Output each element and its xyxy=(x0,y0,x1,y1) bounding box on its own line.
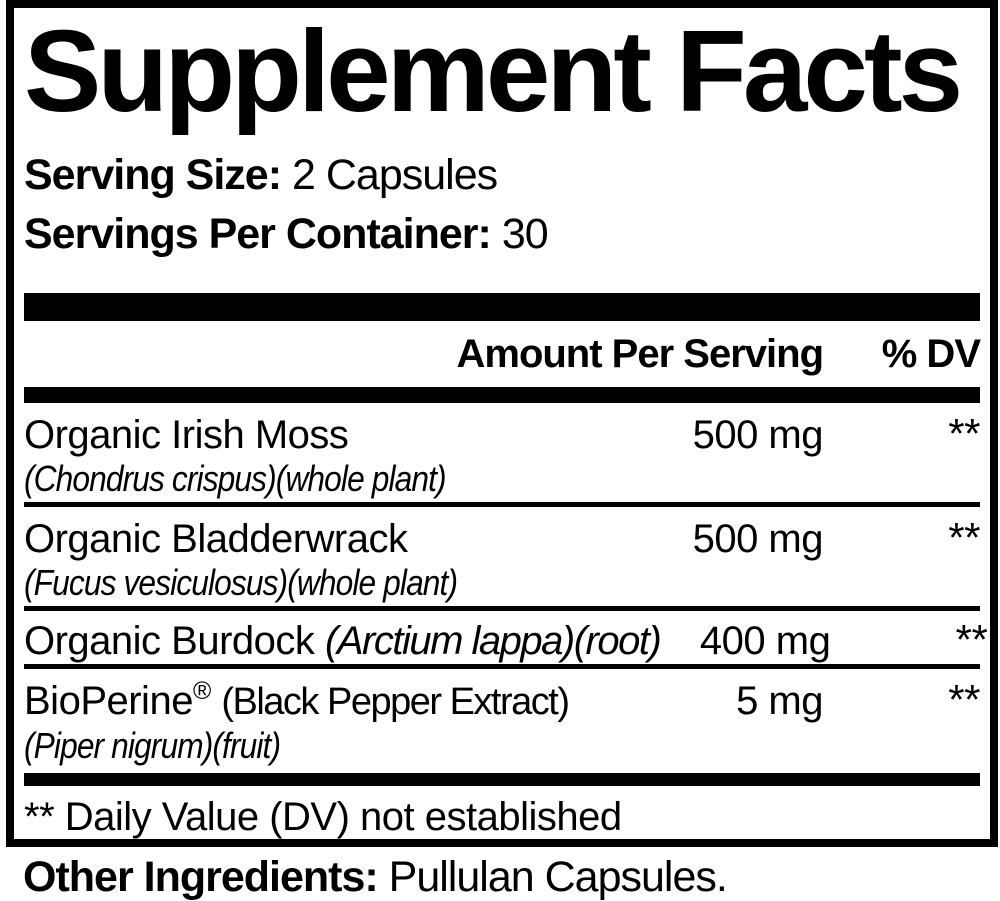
panel-title: Supplement Facts xyxy=(24,6,963,136)
ingredient-amount: 500 mg xyxy=(692,516,824,561)
ingredient-name: Organic Burdock (Arctium lappa)(root) xyxy=(24,618,662,663)
ingredient-scientific-name: (Fucus vesiculosus)(whole plant) xyxy=(24,561,458,603)
column-header-row: Amount Per Serving % DV xyxy=(24,331,981,376)
ingredient-row-irish-moss: Organic Irish Moss 500 mg ** (Chondrus c… xyxy=(24,403,981,507)
ingredient-row-burdock: Organic Burdock (Arctium lappa)(root) 40… xyxy=(24,611,988,670)
servings-per-container-value: 30 xyxy=(501,210,549,259)
ingredient-row-main: Organic Burdock (Arctium lappa)(root) 40… xyxy=(24,617,988,663)
ingredient-dv: ** xyxy=(955,615,988,663)
serving-size-label: Serving Size: xyxy=(24,151,282,200)
ingredient-dv: ** xyxy=(948,513,980,561)
ingredient-dv: ** xyxy=(948,409,980,457)
registered-trademark-symbol: ® xyxy=(192,677,211,705)
ingredient-amount: 400 mg xyxy=(699,618,831,663)
ingredient-row-main: BioPerine® (Black Pepper Extract) 5 mg *… xyxy=(24,676,981,724)
ingredient-name: Organic Bladderwrack xyxy=(24,516,408,561)
daily-value-footnote: ** Daily Value (DV) not established xyxy=(24,794,622,839)
serving-size-line: Serving Size: 2 Capsules xyxy=(24,152,980,199)
divider-bar-medium xyxy=(24,386,980,403)
amount-per-serving-header: Amount Per Serving xyxy=(456,331,824,376)
ingredient-scientific-name: (Piper nigrum)(fruit) xyxy=(24,724,281,766)
percent-dv-header: % DV xyxy=(881,331,981,376)
serving-size-value: 2 Capsules xyxy=(291,151,498,200)
ingredient-row-main: Organic Irish Moss 500 mg ** xyxy=(24,409,981,457)
ingredient-row-main: Organic Bladderwrack 500 mg ** xyxy=(24,513,981,561)
other-ingredients-label: Other Ingredients: xyxy=(23,853,379,901)
ingredient-name: Organic Irish Moss xyxy=(24,412,349,457)
ingredient-name: BioPerine® (Black Pepper Extract) xyxy=(24,677,570,724)
other-ingredients-value: Pullulan Capsules. xyxy=(388,853,728,901)
ingredient-detail: (Black Pepper Extract) xyxy=(221,681,570,724)
ingredient-row-bladderwrack: Organic Bladderwrack 500 mg ** (Fucus ve… xyxy=(24,507,981,611)
ingredient-amount: 500 mg xyxy=(692,412,824,457)
ingredient-dv: ** xyxy=(948,676,980,724)
ingredient-scientific-inline: (Arctium lappa)(root) xyxy=(325,618,662,663)
servings-per-container-line: Servings Per Container: 30 xyxy=(24,211,980,258)
ingredient-scientific-name: (Chondrus crispus)(whole plant) xyxy=(24,457,447,499)
other-ingredients-line: Other Ingredients: Pullulan Capsules. xyxy=(23,853,728,901)
servings-per-container-label: Servings Per Container: xyxy=(24,210,492,259)
ingredient-amount: 5 mg xyxy=(736,679,823,724)
ingredient-row-bioperine: BioPerine® (Black Pepper Extract) 5 mg *… xyxy=(24,669,981,769)
divider-bar-footnote xyxy=(24,772,980,786)
supplement-facts-panel: Supplement Facts Serving Size: 2 Capsule… xyxy=(6,0,998,847)
divider-bar-heavy xyxy=(24,292,980,321)
